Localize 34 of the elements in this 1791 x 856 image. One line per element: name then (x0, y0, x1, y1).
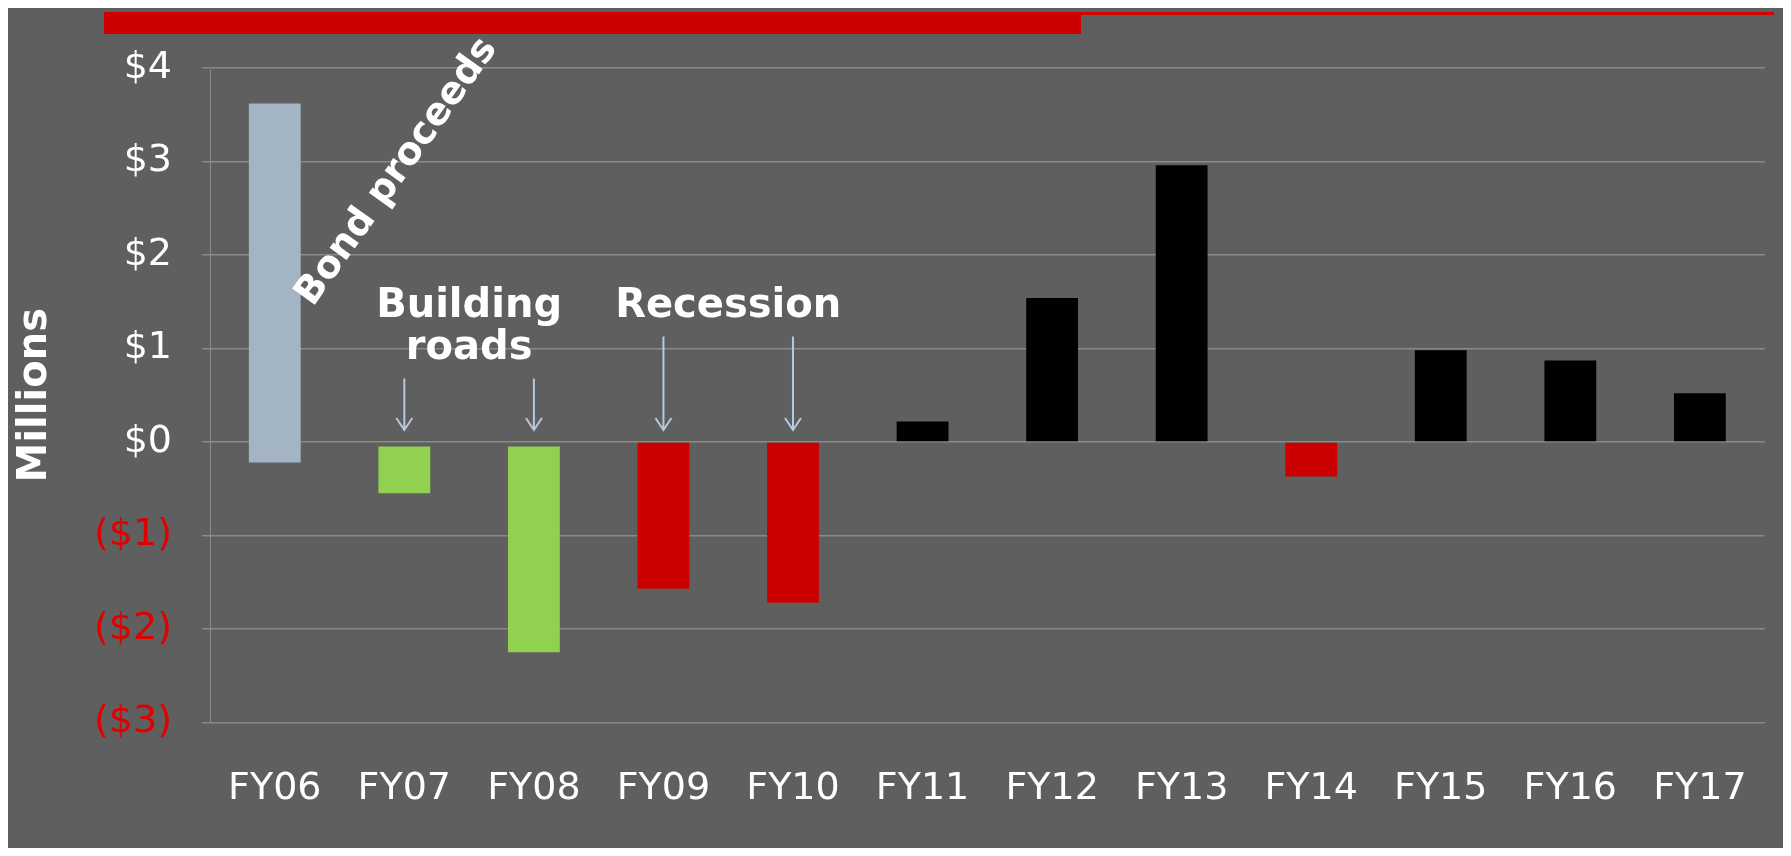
y-tick-label: $1 (123, 323, 172, 368)
bar (637, 442, 690, 589)
y-tick-label: $3 (123, 136, 172, 181)
bar (1414, 350, 1467, 442)
x-tick-label: FY11 (875, 764, 970, 809)
annotation: Building roads (376, 279, 563, 368)
bar (1155, 165, 1208, 442)
bar (1026, 297, 1079, 442)
y-tick-label: ($1) (93, 510, 172, 555)
bar (1285, 442, 1338, 477)
x-tick-label: FY06 (228, 764, 322, 809)
bar (1544, 360, 1597, 442)
y-tick-label: ($2) (93, 603, 172, 648)
x-tick-label: FY14 (1264, 764, 1358, 809)
x-tick-label: FY16 (1523, 764, 1618, 809)
y-axis-title: Millions (9, 307, 56, 483)
x-tick-label: FY07 (357, 764, 452, 809)
x-tick-label: FY15 (1394, 764, 1488, 809)
x-tick-label: FY13 (1134, 764, 1229, 809)
x-tick-label: FY08 (487, 764, 581, 809)
annotation: Recession (615, 279, 842, 326)
y-tick-label: $0 (123, 416, 172, 461)
x-tick-label: FY09 (616, 764, 711, 809)
y-tick-label: $4 (123, 42, 172, 87)
bar (896, 421, 949, 442)
bar (507, 446, 560, 653)
bar (767, 442, 819, 603)
bar (1673, 393, 1726, 442)
x-tick-label: FY10 (746, 764, 840, 809)
y-tick-label: $2 (123, 229, 172, 274)
y-tick-label: ($3) (93, 697, 172, 742)
x-tick-label: FY12 (1005, 764, 1099, 809)
bar (378, 446, 431, 494)
x-tick-label: FY17 (1653, 764, 1747, 809)
